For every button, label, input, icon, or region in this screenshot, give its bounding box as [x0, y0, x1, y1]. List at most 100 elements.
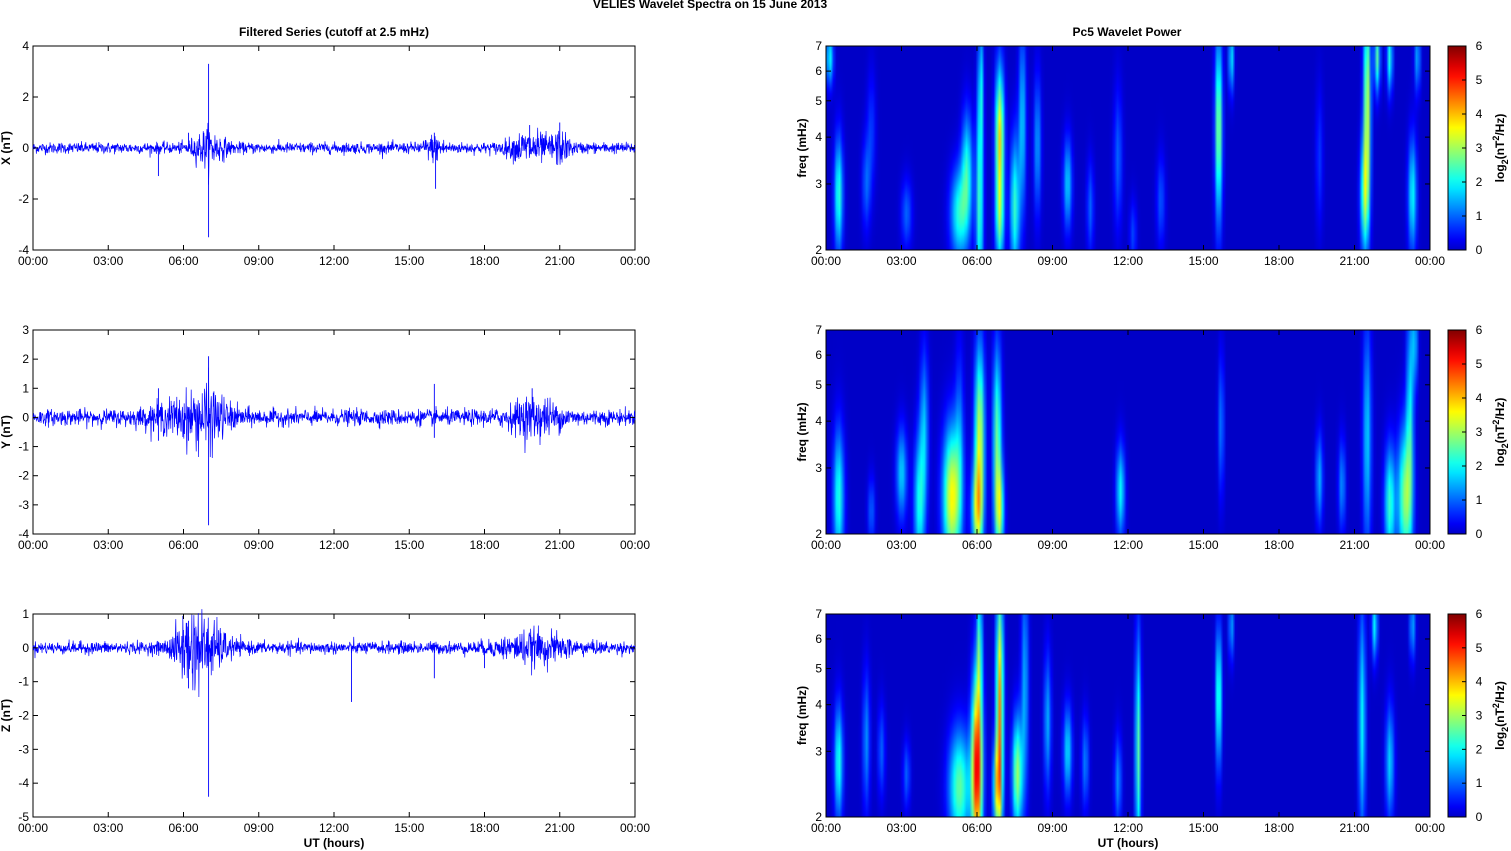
y-tick-label: -1	[18, 675, 29, 689]
y-tick-label: -4	[18, 243, 29, 257]
y-tick-label: 3	[22, 323, 29, 337]
colorbar-label-part: (nT	[1493, 424, 1507, 443]
colorbar-tick-label: 3	[1476, 425, 1483, 439]
series-Y-ylabel: Y (nT)	[0, 415, 13, 449]
x-tick-label: 00:00	[811, 254, 841, 268]
x-tick-label: 03:00	[886, 254, 916, 268]
x-tick-label: 12:00	[319, 254, 349, 268]
colorbar-tick-label: 6	[1476, 39, 1483, 53]
left-x-axis-label: UT (hours)	[304, 836, 365, 850]
x-tick-label: 06:00	[962, 821, 992, 835]
freq-tick-label: 7	[815, 607, 822, 621]
wavelet-X-image	[826, 46, 1430, 250]
x-tick-label: 21:00	[1339, 821, 1369, 835]
colorbar-label-part: (nT	[1493, 708, 1507, 727]
x-tick-label: 15:00	[1188, 821, 1218, 835]
colorbar-tick-label: 4	[1476, 391, 1483, 405]
freq-tick-label: 3	[815, 177, 822, 191]
x-tick-label: 03:00	[93, 538, 123, 552]
x-tick-label: 00:00	[811, 821, 841, 835]
freq-tick-label: 7	[815, 323, 822, 337]
colorbar-Z-label: log2(nT2/Hz)	[1491, 681, 1510, 750]
x-tick-label: 15:00	[394, 254, 424, 268]
x-tick-label: 09:00	[1037, 821, 1067, 835]
right-column-title: Pc5 Wavelet Power	[1073, 25, 1182, 39]
x-tick-label: 06:00	[962, 254, 992, 268]
colorbar-tick-label: 3	[1476, 141, 1483, 155]
colorbar-tick-label: 5	[1476, 641, 1483, 655]
series-Y-trace	[32, 367, 636, 459]
colorbar-label-part: /Hz)	[1493, 681, 1507, 703]
y-tick-label: 0	[22, 141, 29, 155]
freq-tick-label: 5	[815, 94, 822, 108]
x-tick-label: 06:00	[168, 821, 198, 835]
x-tick-label: 21:00	[1339, 538, 1369, 552]
colorbar-tick-label: 3	[1476, 709, 1483, 723]
colorbar-tick-label: 1	[1476, 209, 1483, 223]
colorbar-label-part: 2	[1491, 420, 1501, 425]
freq-tick-label: 4	[815, 130, 822, 144]
plots-layer: 4 2 0 -2 -4 00:00 03:00 06:00 09:00 12:00 15:00 18:…	[0, 39, 1510, 850]
x-tick-label: 00:00	[620, 821, 650, 835]
colorbar-tick-label: 0	[1476, 243, 1483, 257]
y-tick-label: -4	[18, 776, 29, 790]
freq-tick-label: 4	[815, 414, 822, 428]
x-tick-label: 00:00	[1415, 254, 1445, 268]
freq-tick-label: 3	[815, 744, 822, 758]
x-tick-label: 15:00	[394, 821, 424, 835]
colorbar-tick-label: 1	[1476, 493, 1483, 507]
freq-tick-label: 6	[815, 348, 822, 362]
freq-tick-label: 4	[815, 698, 822, 712]
y-tick-label: 2	[22, 90, 29, 104]
x-tick-label: 03:00	[93, 254, 123, 268]
wavelet-Z-image	[826, 614, 1430, 817]
freq-tick-label: 2	[815, 810, 822, 824]
x-tick-label: 18:00	[1264, 821, 1294, 835]
x-tick-label: 06:00	[168, 254, 198, 268]
x-tick-label: 00:00	[1415, 821, 1445, 835]
x-tick-label: 06:00	[962, 538, 992, 552]
x-tick-label: 18:00	[1264, 254, 1294, 268]
x-tick-label: 21:00	[545, 538, 575, 552]
x-tick-label: 15:00	[1188, 254, 1218, 268]
x-tick-label: 09:00	[244, 254, 274, 268]
x-tick-label: 03:00	[886, 538, 916, 552]
series-X-ylabel: X (nT)	[0, 131, 13, 165]
y-tick-label: 1	[22, 381, 29, 395]
colorbar-label-part: 2	[1491, 703, 1501, 708]
series-Z-ylabel: Z (nT)	[0, 699, 13, 732]
freq-tick-label: 5	[815, 378, 822, 392]
colorbar-tick-label: 6	[1476, 323, 1483, 337]
x-tick-label: 00:00	[620, 254, 650, 268]
x-tick-label: 09:00	[1037, 254, 1067, 268]
wavelet-Y-image	[826, 330, 1430, 534]
colorbar-tick-label: 0	[1476, 527, 1483, 541]
figure-title: VELIES Wavelet Spectra on 15 June 2013	[593, 0, 828, 11]
y-tick-label: -3	[18, 742, 29, 756]
y-tick-label: 0	[22, 410, 29, 424]
colorbar-tick-label: 5	[1476, 73, 1483, 87]
colorbar-label-part: 2	[1500, 727, 1510, 732]
y-tick-label: -3	[18, 498, 29, 512]
x-tick-label: 00:00	[18, 821, 48, 835]
freq-tick-label: 2	[815, 527, 822, 541]
wavelet-Y-canvas	[826, 330, 1430, 534]
y-tick-label: -2	[18, 469, 29, 483]
colorbar-label-part: /Hz)	[1493, 398, 1507, 420]
y-tick-label: 2	[22, 352, 29, 366]
y-tick-label: -4	[18, 527, 29, 541]
colorbar-tick-label: 6	[1476, 607, 1483, 621]
colorbar-tick-label: 1	[1476, 776, 1483, 790]
colorbar-label-part: log	[1493, 448, 1507, 466]
colorbar-tick-label: 2	[1476, 175, 1483, 189]
left-column-title: Filtered Series (cutoff at 2.5 mHz)	[239, 25, 429, 39]
x-tick-label: 12:00	[319, 538, 349, 552]
wavelet-Z-canvas	[826, 614, 1430, 817]
x-tick-label: 09:00	[244, 538, 274, 552]
x-tick-label: 18:00	[469, 538, 499, 552]
colorbar-tick-label: 2	[1476, 459, 1483, 473]
x-tick-label: 18:00	[469, 821, 499, 835]
colorbar-label-part: 2	[1500, 443, 1510, 448]
freq-tick-label: 6	[815, 632, 822, 646]
